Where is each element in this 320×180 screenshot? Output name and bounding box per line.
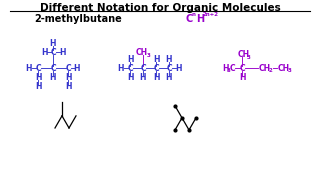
Text: H: H — [222, 64, 228, 73]
Text: C: C — [166, 64, 172, 73]
Text: C: C — [65, 64, 71, 73]
Text: H: H — [26, 64, 32, 73]
Text: C: C — [140, 64, 146, 73]
Text: C: C — [50, 64, 56, 73]
Text: C: C — [229, 64, 235, 73]
Text: H: H — [140, 73, 146, 82]
Text: 3: 3 — [147, 53, 151, 57]
Text: H: H — [166, 73, 172, 82]
Text: H: H — [127, 55, 133, 64]
Text: H: H — [175, 64, 181, 73]
Text: H: H — [65, 82, 71, 91]
Text: H: H — [50, 73, 56, 82]
Text: H: H — [239, 73, 245, 82]
Text: H: H — [153, 55, 159, 64]
Text: C: C — [50, 48, 56, 57]
Text: H: H — [50, 39, 56, 48]
Text: 2n+2: 2n+2 — [203, 12, 219, 17]
Text: H: H — [35, 73, 41, 82]
Text: H: H — [59, 48, 65, 57]
Text: C: C — [185, 14, 192, 24]
Text: H: H — [118, 64, 124, 73]
Text: Different Notation for Organic Molecules: Different Notation for Organic Molecules — [40, 3, 280, 13]
Text: H: H — [74, 64, 80, 73]
Text: C: C — [127, 64, 133, 73]
Text: CH: CH — [259, 64, 271, 73]
Text: H: H — [166, 55, 172, 64]
Text: C: C — [35, 64, 41, 73]
Text: 2-methylbutane: 2-methylbutane — [34, 14, 122, 24]
Text: 2: 2 — [269, 68, 273, 73]
Text: H: H — [127, 73, 133, 82]
Text: H: H — [65, 73, 71, 82]
Text: C: C — [153, 64, 159, 73]
Text: 3: 3 — [227, 68, 230, 73]
Text: H: H — [153, 73, 159, 82]
Text: CH: CH — [136, 48, 148, 57]
Text: 3: 3 — [288, 68, 292, 73]
Text: C: C — [239, 64, 245, 73]
Text: CH: CH — [238, 50, 250, 59]
Text: H: H — [41, 48, 47, 57]
Text: n: n — [192, 12, 196, 17]
Text: H: H — [196, 14, 204, 24]
Text: 3: 3 — [247, 55, 251, 60]
Text: CH: CH — [278, 64, 290, 73]
Text: H: H — [35, 82, 41, 91]
